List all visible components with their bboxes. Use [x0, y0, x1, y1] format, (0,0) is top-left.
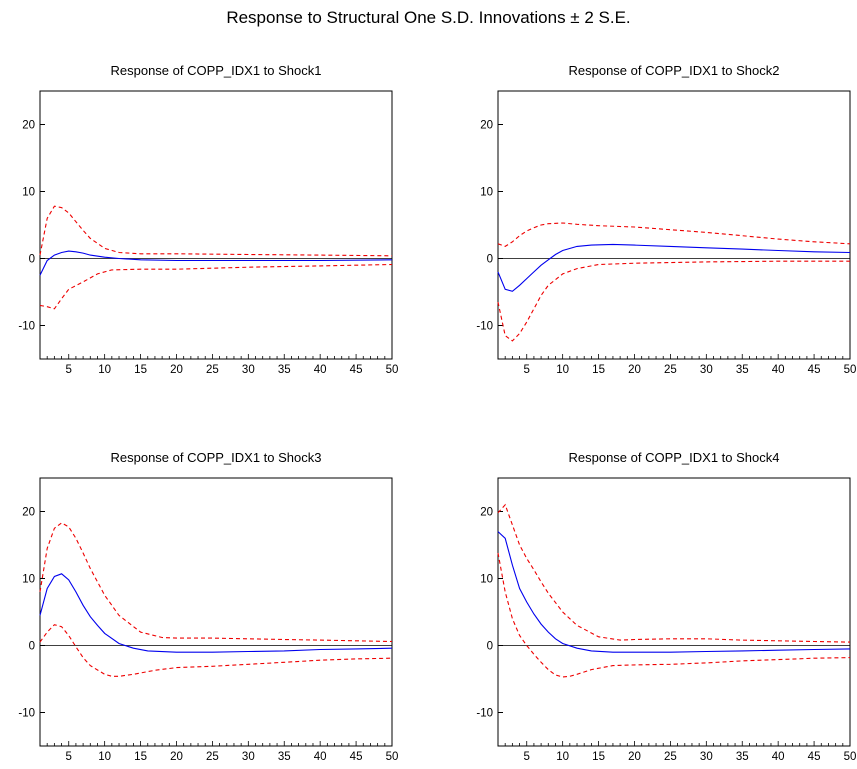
y-tick-label: 20	[22, 507, 35, 519]
x-tick-label: 30	[242, 751, 255, 763]
y-tick-label: 10	[480, 187, 493, 199]
x-tick-label: 45	[350, 751, 363, 763]
confidence-band-line	[497, 260, 850, 342]
y-tick-label: 0	[29, 641, 35, 653]
y-tick-label: -10	[18, 708, 35, 720]
x-tick-label: 30	[242, 364, 255, 376]
x-tick-label: 50	[386, 751, 399, 763]
x-tick-label: 20	[628, 364, 641, 376]
confidence-band-line	[39, 522, 393, 643]
y-tick-label: 20	[22, 120, 35, 132]
x-tick-label: 50	[844, 751, 857, 763]
y-tick-label: 10	[480, 574, 493, 586]
irf-panel-4: Response of COPP_IDX1 to Shock4 -10 0 10 20 5…	[476, 450, 856, 763]
impulse-response-line	[497, 531, 851, 653]
plot-frame	[497, 477, 851, 747]
x-tick-label: 5	[524, 364, 530, 376]
confidence-band-line	[39, 624, 393, 677]
confidence-band-line	[39, 263, 393, 310]
plot-frame	[39, 477, 393, 747]
plot-frame	[497, 90, 851, 360]
x-tick-label: 40	[314, 364, 327, 376]
x-tick-label: 20	[170, 364, 183, 376]
x-tick-label: 50	[386, 364, 399, 376]
x-tick-label: 5	[524, 751, 530, 763]
x-tick-label: 25	[664, 364, 677, 376]
panel-title: Response of COPP_IDX1 to Shock3	[110, 450, 321, 465]
impulse-response-line	[497, 243, 851, 292]
x-tick-label: 45	[808, 751, 821, 763]
irf-panel-3: Response of COPP_IDX1 to Shock3 -10 0 10 20 5…	[18, 450, 398, 763]
y-tick-label: 0	[487, 641, 493, 653]
x-tick-label: 25	[664, 751, 677, 763]
x-tick-label: 30	[700, 364, 713, 376]
impulse-response-line	[39, 573, 393, 653]
y-tick-label: 20	[480, 507, 493, 519]
y-tick-label: 0	[29, 254, 35, 266]
y-tick-label: 20	[480, 120, 493, 132]
x-tick-label: 10	[556, 751, 569, 763]
x-tick-label: 25	[206, 751, 219, 763]
y-tick-label: 0	[487, 254, 493, 266]
y-tick-label: 10	[22, 574, 35, 586]
x-tick-label: 30	[700, 751, 713, 763]
y-tick-label: 10	[22, 187, 35, 199]
x-tick-label: 15	[134, 364, 147, 376]
impulse-response-line	[39, 250, 393, 276]
irf-panel-2: Response of COPP_IDX1 to Shock2 -10 0 10 20 5…	[476, 63, 856, 376]
x-tick-label: 35	[278, 751, 291, 763]
x-tick-label: 10	[98, 364, 111, 376]
x-tick-label: 5	[66, 751, 72, 763]
plot-frame	[39, 90, 393, 360]
x-tick-label: 5	[66, 364, 72, 376]
figure-title: Response to Structural One S.D. Innovati…	[226, 8, 631, 27]
x-tick-label: 35	[736, 751, 749, 763]
confidence-band-line	[497, 552, 851, 678]
panel-title: Response of COPP_IDX1 to Shock1	[110, 63, 321, 78]
x-tick-label: 35	[278, 364, 291, 376]
y-tick-label: -10	[18, 321, 35, 333]
confidence-band-line	[497, 503, 851, 643]
x-tick-label: 15	[592, 751, 605, 763]
y-tick-label: -10	[476, 321, 493, 333]
panel-title: Response of COPP_IDX1 to Shock4	[568, 450, 779, 465]
x-tick-label: 40	[772, 751, 785, 763]
x-tick-label: 10	[98, 751, 111, 763]
x-tick-label: 45	[808, 364, 821, 376]
x-tick-label: 40	[772, 364, 785, 376]
confidence-band-line	[497, 222, 851, 248]
x-tick-label: 20	[628, 751, 641, 763]
x-tick-label: 50	[844, 364, 857, 376]
x-tick-label: 25	[206, 364, 219, 376]
x-tick-label: 10	[556, 364, 569, 376]
panel-title: Response of COPP_IDX1 to Shock2	[568, 63, 779, 78]
x-tick-label: 15	[592, 364, 605, 376]
confidence-band-line	[39, 205, 393, 257]
x-tick-label: 20	[170, 751, 183, 763]
x-tick-label: 45	[350, 364, 363, 376]
irf-panel-1: Response of COPP_IDX1 to Shock1 -10 0 10 20 5…	[18, 63, 398, 376]
y-tick-label: -10	[476, 708, 493, 720]
x-tick-label: 15	[134, 751, 147, 763]
x-tick-label: 40	[314, 751, 327, 763]
x-tick-label: 35	[736, 364, 749, 376]
